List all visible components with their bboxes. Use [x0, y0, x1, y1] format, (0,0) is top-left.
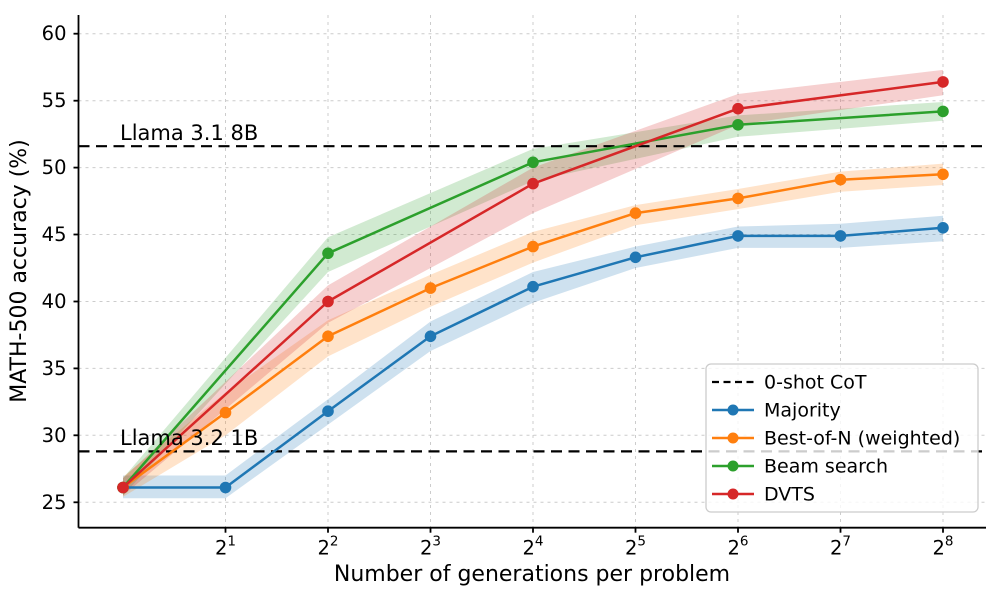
x-tick-exponent: 3 — [432, 534, 441, 550]
data-point-dvts-2e0 — [117, 481, 129, 494]
legend: 0-shot CoT Majority Best-of-N (weighted)… — [705, 363, 979, 513]
series-beam-search — [117, 105, 949, 494]
y-tick-label: 50 — [42, 156, 67, 179]
data-point-best-of-n-weighted-2e2 — [322, 330, 334, 343]
data-point-majority-2e2 — [322, 405, 334, 418]
x-tick-label: 25 — [625, 534, 646, 560]
y-tick-label: 60 — [42, 22, 67, 45]
data-point-beam-search-2e8 — [937, 105, 949, 118]
x-tick-exponent: 1 — [227, 534, 236, 550]
data-point-dvts-2e2 — [322, 295, 334, 308]
legend-label: 0-shot CoT — [764, 372, 867, 394]
legend-entry-beam-search: Beam search — [712, 456, 888, 478]
x-tick-base: 2 — [522, 537, 534, 560]
x-tick-base: 2 — [727, 537, 739, 560]
x-axis-label: Number of generations per problem — [334, 562, 730, 587]
x-tick-base: 2 — [215, 537, 227, 560]
data-point-majority-2e6 — [732, 230, 744, 242]
legend-entry-dvts: DVTS — [712, 484, 815, 506]
data-point-best-of-n-weighted-2e3 — [424, 282, 437, 294]
x-tick-base: 2 — [830, 537, 842, 560]
data-point-majority-2e4 — [527, 280, 539, 293]
data-point-dvts-2e4 — [527, 177, 539, 190]
data-point-beam-search-2e4 — [527, 156, 539, 169]
data-point-best-of-n-weighted-2e4 — [527, 240, 539, 253]
y-tick-label: 35 — [42, 357, 67, 380]
legend-entry-0-shot-cot: 0-shot CoT — [712, 372, 867, 394]
axes-spines — [73, 15, 986, 533]
legend-entry-majority: Majority — [712, 400, 841, 422]
data-point-majority-2e8 — [937, 222, 949, 234]
legend-label: Beam search — [764, 456, 888, 478]
x-tick-base: 2 — [420, 537, 432, 560]
legend-label: Best-of-N (weighted) — [764, 428, 960, 450]
data-point-best-of-n-weighted-2e6 — [732, 192, 744, 205]
data-point-dvts-2e6 — [732, 102, 744, 115]
data-point-dvts-2e8 — [937, 76, 949, 88]
legend-sample-marker — [727, 432, 739, 444]
data-point-best-of-n-weighted-2e7 — [834, 173, 847, 186]
x-tick-label: 23 — [420, 534, 441, 560]
legend-label: Majority — [764, 400, 841, 422]
x-tick-base: 2 — [625, 537, 637, 560]
data-point-best-of-n-weighted-2e5 — [629, 207, 642, 219]
x-tick-exponent: 7 — [842, 534, 851, 550]
y-tick-label: 45 — [42, 223, 67, 246]
legend-entry-best-of-n-weighted: Best-of-N (weighted) — [712, 428, 960, 450]
annotation-llama-3-2-1b: Llama 3.2 1B — [120, 426, 258, 450]
series-dvts — [117, 76, 949, 494]
x-tick-label: 26 — [727, 534, 748, 560]
x-tick-label: 22 — [317, 534, 338, 560]
confidence-band-majority — [123, 215, 943, 499]
x-tick-base: 2 — [932, 537, 944, 560]
data-point-beam-search-2e6 — [732, 119, 744, 131]
x-tick-exponent: 8 — [945, 534, 954, 550]
legend-label: DVTS — [764, 484, 815, 506]
x-tick-exponent: 6 — [740, 534, 749, 550]
y-tick-label: 30 — [42, 424, 67, 447]
legend-box — [705, 363, 979, 513]
data-point-majority-2e1 — [219, 481, 232, 494]
x-tick-exponent: 5 — [637, 534, 646, 550]
data-point-majority-2e7 — [834, 230, 847, 242]
x-tick-exponent: 2 — [330, 534, 339, 550]
data-point-majority-2e3 — [424, 330, 437, 343]
legend-sample-marker — [727, 404, 739, 416]
y-tick-label: 55 — [42, 89, 67, 112]
y-axis-label: MATH-500 accuracy (%) — [7, 139, 32, 403]
legend-sample-marker — [727, 488, 739, 500]
data-point-best-of-n-weighted-2e1 — [219, 406, 232, 419]
x-tick-label: 27 — [830, 534, 851, 560]
x-tick-base: 2 — [317, 537, 329, 560]
x-tick-label: 21 — [215, 534, 236, 560]
y-tick-label: 40 — [42, 290, 67, 313]
data-point-beam-search-2e2 — [322, 247, 334, 260]
annotation-llama-3-1-8b: Llama 3.1 8B — [120, 121, 258, 145]
legend-sample-marker — [727, 460, 739, 472]
y-tick-label: 25 — [42, 491, 67, 514]
data-point-majority-2e5 — [629, 251, 642, 264]
x-tick-exponent: 4 — [535, 534, 544, 550]
data-point-best-of-n-weighted-2e8 — [937, 168, 949, 181]
x-tick-label: 24 — [522, 534, 543, 560]
x-tick-label: 28 — [932, 534, 953, 560]
series-best-of-n-weighted — [117, 168, 949, 494]
